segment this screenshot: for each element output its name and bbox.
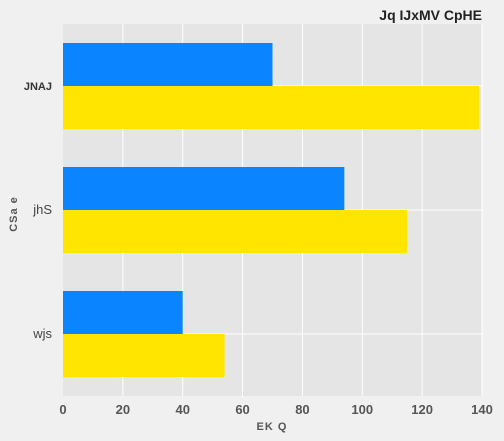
y-tick-labels: JNAJ jhS wjs bbox=[24, 81, 53, 341]
bar-series-1 bbox=[63, 167, 345, 210]
bar-series-1 bbox=[63, 43, 273, 86]
bars bbox=[63, 43, 480, 377]
x-tick-label: 100 bbox=[351, 402, 373, 417]
bar-series-2 bbox=[63, 210, 408, 253]
y-tick-label: wjs bbox=[32, 326, 52, 341]
x-tick-label: 60 bbox=[235, 402, 249, 417]
x-tick-label: 80 bbox=[295, 402, 309, 417]
x-tick-label: 120 bbox=[411, 402, 433, 417]
x-tick-labels: 0 20 40 60 80 100 120 140 bbox=[59, 402, 492, 417]
x-axis-label: EK Q bbox=[257, 421, 288, 433]
bar-series-2 bbox=[63, 86, 480, 129]
y-tick-label: JNAJ bbox=[24, 81, 52, 93]
x-tick-label: 20 bbox=[116, 402, 130, 417]
x-tick-label: 140 bbox=[471, 402, 493, 417]
y-tick-label: jhS bbox=[32, 202, 52, 217]
x-tick-label: 0 bbox=[59, 402, 66, 417]
bar-series-2 bbox=[63, 334, 225, 377]
chart-title: Jq IJxMV CpHE bbox=[379, 7, 482, 23]
x-tick-label: 40 bbox=[175, 402, 189, 417]
bar-series-1 bbox=[63, 291, 183, 334]
y-axis-label: CSa e bbox=[8, 196, 20, 232]
